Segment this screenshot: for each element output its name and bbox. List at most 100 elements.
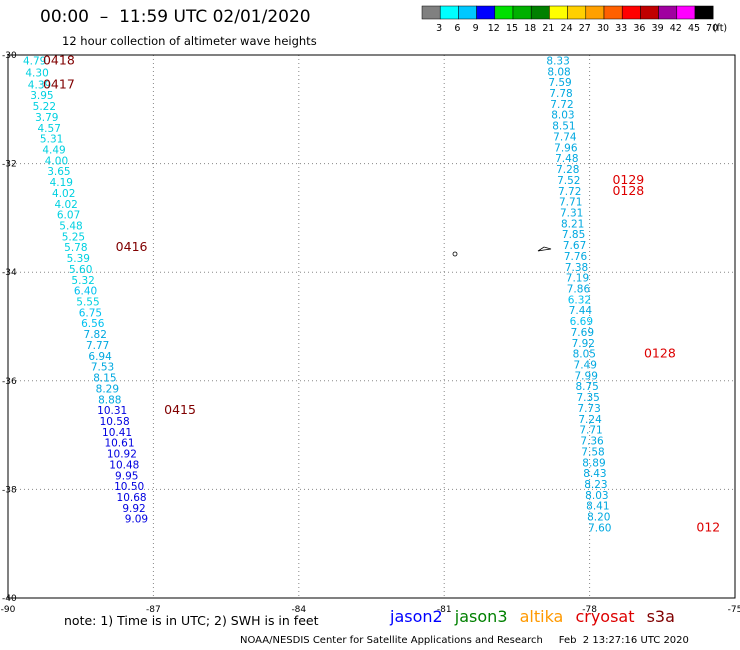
island-shape [452, 251, 458, 257]
data-point-label: 4.49 [42, 144, 65, 156]
scale-swatch [694, 5, 714, 20]
data-point-label: 8.88 [98, 394, 121, 406]
data-point-label: 4.57 [38, 123, 61, 135]
data-point-label: 7.78 [549, 88, 572, 100]
data-point-label: 7.77 [86, 340, 109, 352]
data-point-label: 8.75 [575, 381, 598, 393]
x-tick-label: -78 [582, 605, 597, 615]
time-label: 012 [696, 519, 720, 534]
time-label: 0418 [43, 52, 75, 67]
scale-unit: (ft) [713, 23, 727, 34]
data-point-label: 3.65 [47, 166, 70, 178]
scale-label: 15 [506, 23, 518, 34]
time-label: 0129 [612, 172, 644, 187]
y-tick-label: -38 [2, 485, 17, 495]
data-point-label: 9.92 [122, 503, 145, 515]
data-point-label: 7.69 [571, 327, 594, 339]
data-point-label: 5.32 [71, 275, 94, 287]
data-point-label: 7.28 [556, 164, 579, 176]
data-point-label: 7.36 [580, 436, 604, 448]
data-point-label: 8.03 [585, 490, 608, 502]
y-tick-label: -32 [2, 160, 17, 170]
data-point-label: 5.22 [33, 101, 56, 113]
data-point-label: 5.78 [64, 242, 87, 254]
legend-jason2: jason2 [390, 607, 443, 626]
y-tick-label: -40 [2, 594, 17, 604]
plot-frame [7, 54, 736, 599]
data-point-label: 8.05 [573, 349, 596, 361]
y-tick-label: -34 [2, 268, 17, 278]
data-point-label: 7.86 [567, 283, 591, 295]
data-point-label: 8.33 [546, 55, 569, 67]
credit-line: NOAA/NESDIS Center for Satellite Applica… [240, 635, 689, 646]
data-point-label: 7.31 [560, 207, 583, 219]
legend-altika: altika [519, 607, 564, 626]
legend-s3a: s3a [646, 607, 675, 626]
scale-label: 70 [706, 23, 718, 34]
data-point-label: 7.99 [575, 370, 598, 382]
data-point-label: 7.24 [578, 414, 602, 426]
footer-note: note: 1) Time is in UTC; 2) SWH is in fe… [64, 613, 319, 628]
time-label: 0417 [43, 76, 75, 91]
data-point-label: 6.56 [81, 318, 105, 330]
scale-label: 36 [633, 23, 645, 34]
x-tick-label: -81 [437, 605, 452, 615]
chart-subtitle: 12 hour collection of altimeter wave hei… [62, 34, 317, 48]
data-point-label: 5.48 [59, 221, 82, 233]
data-point-label: 7.60 [588, 522, 611, 534]
data-point-label: 8.51 [552, 121, 575, 133]
data-point-label: 7.71 [579, 425, 602, 437]
data-point-label: 6.40 [74, 286, 97, 298]
chart-title: 00:00 – 11:59 UTC 02/01/2020 [40, 7, 311, 27]
data-point-label: 10.48 [109, 459, 139, 471]
data-point-label: 3.95 [30, 90, 53, 102]
data-point-label: 10.58 [100, 416, 130, 428]
data-point-label: 9.09 [125, 514, 148, 526]
data-point-label: 7.92 [572, 338, 595, 350]
scale-label: 21 [542, 23, 554, 34]
data-point-label: 4.00 [45, 155, 68, 167]
scale-label: 3 [436, 23, 442, 34]
y-tick-label: -36 [2, 377, 17, 387]
data-point-label: 8.21 [561, 218, 584, 230]
satellite-legend: jason2 jason3 altika cryosat s3a [390, 607, 682, 626]
data-point-label: 6.94 [88, 351, 112, 363]
data-point-label: 5.39 [67, 253, 90, 265]
scale-label: 18 [524, 23, 536, 34]
data-point-label: 8.03 [551, 110, 574, 122]
legend-cryosat: cryosat [575, 607, 635, 626]
data-point-label: 7.67 [563, 240, 586, 252]
data-point-label: 7.74 [553, 131, 577, 143]
scale-label: 39 [652, 23, 664, 34]
data-point-label: 4.02 [54, 199, 77, 211]
data-point-label: 3.79 [35, 112, 58, 124]
scale-label: 9 [473, 23, 479, 34]
scale-label: 24 [561, 23, 573, 34]
x-tick-label: -84 [291, 605, 306, 615]
data-point-label: 7.85 [562, 229, 585, 241]
data-point-label: 7.48 [555, 153, 578, 165]
scale-label: 45 [688, 23, 700, 34]
time-label: 0128 [644, 346, 676, 361]
data-point-label: 7.72 [550, 99, 573, 111]
data-point-label: 10.31 [97, 405, 127, 417]
data-point-label: 4.30 [25, 67, 48, 79]
data-point-label: 5.60 [69, 264, 92, 276]
data-point-label: 7.44 [569, 305, 593, 317]
data-point-label: 8.08 [547, 66, 570, 78]
scale-label: 33 [615, 23, 627, 34]
scale-label: 30 [597, 23, 609, 34]
data-point-label: 10.50 [114, 481, 144, 493]
data-point-label: 8.89 [582, 457, 605, 469]
data-point-label: 6.75 [79, 307, 102, 319]
data-point-label: 7.72 [558, 186, 581, 198]
data-point-label: 10.41 [102, 427, 132, 439]
data-point-label: 9.95 [115, 470, 138, 482]
data-point-label: 7.58 [581, 446, 604, 458]
color-scale-bar: 3 6 9 12 15 18 21 24 27 30 33 36 39 42 45 70(ft) [421, 5, 727, 34]
time-label: 0128 [612, 183, 644, 198]
data-point-label: 8.43 [583, 468, 606, 480]
data-point-label: 7.71 [559, 197, 582, 209]
data-point-label: 4.39 [28, 79, 51, 91]
